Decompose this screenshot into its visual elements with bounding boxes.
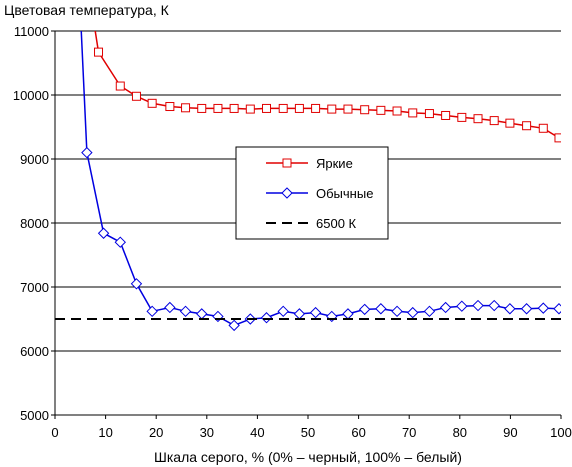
data-point xyxy=(245,104,255,114)
x-tick-label: 50 xyxy=(301,425,315,440)
legend: Яркие Обычные 6500 К xyxy=(235,146,389,240)
legend-swatch-marker xyxy=(281,187,293,199)
data-point xyxy=(505,118,515,128)
x-tick-label: 30 xyxy=(200,425,214,440)
x-tick-label: 100 xyxy=(550,425,572,440)
data-point xyxy=(538,123,548,133)
data-point xyxy=(293,308,306,320)
legend-item: Яркие xyxy=(266,156,353,171)
x-tick-label: 70 xyxy=(402,425,416,440)
legend-swatch-marker xyxy=(282,158,292,168)
data-point xyxy=(472,299,484,312)
x-tick-label: 80 xyxy=(453,425,467,440)
y-tick-label: 10000 xyxy=(13,88,49,103)
data-point xyxy=(489,116,499,126)
data-point xyxy=(213,103,223,113)
series-1 xyxy=(80,31,561,332)
data-point xyxy=(311,103,321,113)
legend-box xyxy=(235,146,389,240)
data-point xyxy=(260,312,273,324)
data-point xyxy=(277,305,289,318)
y-tick-label: 5000 xyxy=(20,408,49,423)
data-point xyxy=(294,103,304,113)
tick-labels: 5000 6000 7000 8000 9000 10000 11000 0 10 20 30 40 5… xyxy=(13,24,572,440)
data-point xyxy=(181,103,191,113)
data-point xyxy=(441,110,451,120)
data-point xyxy=(196,308,208,320)
data-point xyxy=(360,105,370,115)
data-point xyxy=(165,102,175,112)
data-point xyxy=(131,91,141,101)
data-point xyxy=(504,303,516,315)
data-point xyxy=(407,306,419,319)
axes xyxy=(51,30,562,419)
data-point xyxy=(228,319,240,332)
legend-item: 6500 К xyxy=(266,216,357,231)
data-point xyxy=(262,103,272,113)
data-point xyxy=(197,103,207,113)
data-point xyxy=(179,305,192,318)
y-axis-title: Цветовая температура, К xyxy=(4,2,170,18)
data-point xyxy=(376,105,386,115)
legend-label: Обычные xyxy=(316,186,373,201)
data-point xyxy=(278,103,288,113)
series-0 xyxy=(94,31,561,143)
data-point xyxy=(554,133,561,143)
data-point xyxy=(146,305,158,318)
data-point xyxy=(147,98,157,108)
data-point xyxy=(343,104,353,114)
data-point xyxy=(408,108,418,118)
x-tick-label: 90 xyxy=(503,425,517,440)
data-point xyxy=(520,303,533,315)
data-point xyxy=(81,146,93,159)
series-line xyxy=(94,31,560,139)
data-point xyxy=(392,106,402,116)
x-axis-title: Шкала серого, % (0% – черный, 100% – бел… xyxy=(154,449,462,465)
data-point xyxy=(115,81,125,91)
y-tick-label: 6000 xyxy=(20,344,49,359)
data-point xyxy=(488,299,500,312)
data-point xyxy=(375,303,387,315)
data-point xyxy=(391,305,403,318)
data-point xyxy=(309,306,322,319)
x-tick-label: 0 xyxy=(51,425,58,440)
y-tick-label: 11000 xyxy=(14,24,49,39)
data-point xyxy=(164,301,176,314)
data-point xyxy=(456,300,468,312)
data-point xyxy=(342,308,354,320)
data-point xyxy=(97,227,110,239)
y-tick-label: 7000 xyxy=(20,280,49,295)
x-tick-label: 20 xyxy=(149,425,163,440)
y-tick-label: 9000 xyxy=(20,152,49,167)
data-point xyxy=(114,236,126,248)
data-point xyxy=(327,104,337,114)
data-point xyxy=(457,112,467,122)
data-point xyxy=(473,114,483,124)
data-point xyxy=(424,109,434,119)
x-tick-label: 40 xyxy=(250,425,264,440)
legend-item: Обычные xyxy=(266,186,373,201)
data-point xyxy=(522,121,532,131)
data-point xyxy=(130,278,143,290)
data-point xyxy=(423,305,436,318)
data-point xyxy=(358,303,371,316)
data-point xyxy=(537,302,549,314)
data-point xyxy=(553,303,561,315)
y-tick-label: 8000 xyxy=(20,216,49,231)
x-tick-label: 60 xyxy=(351,425,365,440)
x-tick-label: 10 xyxy=(98,425,112,440)
legend-label: Яркие xyxy=(316,156,353,171)
data-point xyxy=(94,47,104,57)
data-point xyxy=(229,103,239,113)
series-layer xyxy=(55,31,561,332)
data-point xyxy=(439,301,452,314)
legend-label: 6500 К xyxy=(316,216,357,231)
